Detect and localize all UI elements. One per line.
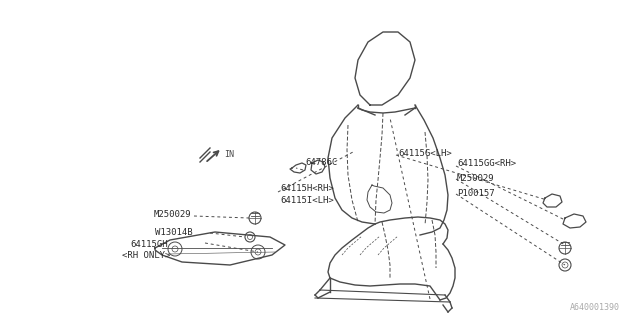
Text: P100157: P100157	[457, 188, 495, 197]
Text: A640001390: A640001390	[570, 303, 620, 312]
Text: 64115G<LH>: 64115G<LH>	[398, 148, 452, 157]
Text: 64115I<LH>: 64115I<LH>	[280, 196, 333, 204]
Text: 64115H<RH>: 64115H<RH>	[280, 183, 333, 193]
Text: M250029: M250029	[154, 210, 191, 219]
Text: 64786C: 64786C	[305, 157, 337, 166]
Text: M250029: M250029	[457, 173, 495, 182]
Text: IN: IN	[224, 149, 234, 158]
Text: 64115GH: 64115GH	[130, 239, 168, 249]
Text: <RH ONLY>: <RH ONLY>	[122, 252, 170, 260]
Text: 64115GG<RH>: 64115GG<RH>	[457, 158, 516, 167]
Text: W13014B: W13014B	[155, 228, 193, 236]
